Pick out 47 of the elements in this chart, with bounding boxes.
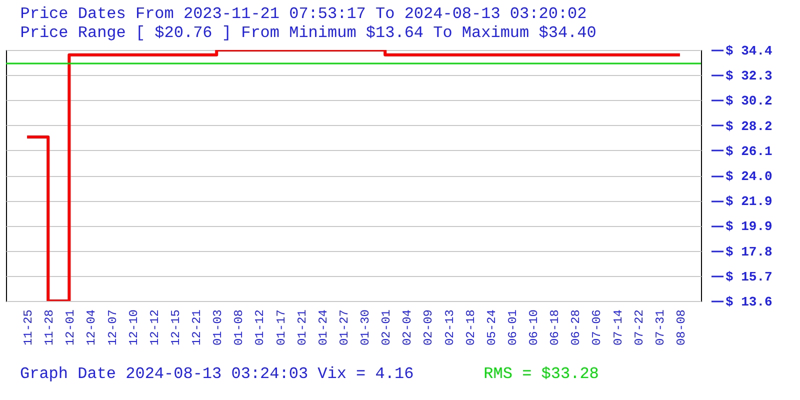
x-tick-label: 01-30 bbox=[358, 310, 373, 346]
x-tick-label: 07-06 bbox=[590, 310, 604, 346]
y-tick-label: $ 13.6 bbox=[726, 294, 773, 310]
y-tick-label: $ 34.4 bbox=[726, 44, 773, 58]
chart-title: Price Dates From 2023-11-21 07:53:17 To 2024-08-13 03:20:02 bbox=[20, 5, 587, 23]
x-tick-label: 12-04 bbox=[84, 310, 99, 346]
y-tick-label: $ 19.9 bbox=[726, 219, 773, 234]
y-tick-label: $ 24.0 bbox=[726, 169, 773, 184]
x-tick-label: 01-03 bbox=[211, 310, 226, 346]
x-tick-label: 12-15 bbox=[168, 310, 183, 346]
x-tick-label: 01-12 bbox=[253, 310, 268, 346]
x-tick-label: 08-08 bbox=[674, 310, 688, 346]
y-tick-label: $ 26.1 bbox=[726, 144, 773, 159]
x-tick-label: 12-07 bbox=[106, 310, 120, 346]
x-tick-label: 01-17 bbox=[274, 310, 288, 346]
x-tick-label: 06-18 bbox=[548, 310, 562, 346]
y-tick-label: $ 30.2 bbox=[726, 94, 773, 109]
x-tick-label: 05-24 bbox=[484, 310, 499, 346]
x-tick-label: 02-09 bbox=[422, 310, 436, 346]
x-tick-label: 02-04 bbox=[400, 310, 415, 346]
y-tick-label: $ 28.2 bbox=[726, 118, 773, 134]
x-tick-label: 01-21 bbox=[295, 310, 310, 346]
ref-line-label: RMS = $33.28 bbox=[484, 365, 599, 383]
x-tick-label: 12-12 bbox=[148, 310, 162, 346]
x-tick-label: 11-25 bbox=[22, 310, 36, 346]
x-tick-label: 12-21 bbox=[190, 310, 204, 346]
x-tick-label: 07-31 bbox=[653, 310, 668, 346]
x-tick-label: 02-13 bbox=[442, 310, 457, 346]
x-tick-label: 06-28 bbox=[569, 310, 584, 346]
y-tick-label: $ 32.3 bbox=[726, 68, 773, 84]
x-tick-label: 11-28 bbox=[42, 310, 57, 346]
x-tick-label: 06-01 bbox=[506, 310, 520, 346]
x-tick-label: 02-01 bbox=[380, 310, 394, 346]
x-tick-label: 01-27 bbox=[337, 310, 352, 346]
y-tick-label: $ 21.9 bbox=[726, 194, 773, 210]
x-tick-label: 01-08 bbox=[232, 310, 246, 346]
y-tick-label: $ 17.8 bbox=[726, 244, 773, 260]
text: Graph Date 2024-08-13 03:24:03 Vix = 4.16 bbox=[20, 365, 414, 383]
x-tick-label: 07-22 bbox=[632, 310, 646, 346]
x-tick-label: 12-10 bbox=[126, 310, 141, 346]
x-tick-label: 06-10 bbox=[527, 310, 542, 346]
x-tick-label: 12-01 bbox=[64, 310, 78, 346]
y-tick-label: $ 15.7 bbox=[726, 269, 772, 284]
chart-subtitle: Price Range [ $20.76 ] From Minimum $13.64 To Maximum $34.40 bbox=[20, 24, 596, 42]
x-tick-label: 07-14 bbox=[611, 310, 626, 346]
x-tick-label: 02-18 bbox=[464, 310, 478, 346]
x-tick-label: 01-24 bbox=[316, 310, 330, 346]
